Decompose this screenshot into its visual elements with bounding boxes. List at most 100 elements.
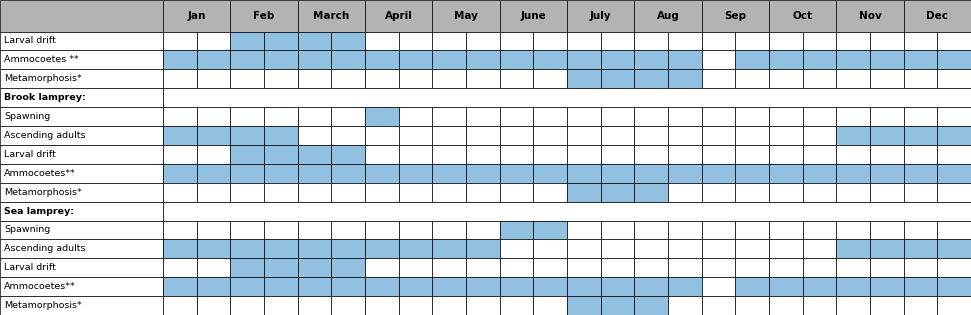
Bar: [735, 32, 769, 50]
Bar: [702, 50, 735, 69]
Bar: [870, 296, 904, 315]
Bar: [803, 258, 836, 277]
Bar: [331, 32, 365, 50]
Bar: [365, 107, 399, 126]
Text: Ammocoetes**: Ammocoetes**: [4, 282, 76, 291]
Bar: [533, 107, 567, 126]
Bar: [870, 220, 904, 239]
Bar: [567, 239, 601, 258]
Text: Larval drift: Larval drift: [4, 150, 55, 159]
Bar: [735, 239, 769, 258]
Bar: [365, 296, 399, 315]
Bar: [937, 164, 971, 183]
Bar: [298, 145, 331, 164]
Bar: [197, 258, 230, 277]
Bar: [634, 277, 668, 296]
Bar: [432, 126, 466, 145]
Bar: [331, 183, 365, 202]
Bar: [432, 183, 466, 202]
Bar: [163, 239, 197, 258]
Bar: [365, 183, 399, 202]
Bar: [432, 145, 466, 164]
Bar: [0, 164, 163, 183]
Bar: [0, 277, 163, 296]
Bar: [735, 296, 769, 315]
Bar: [668, 258, 702, 277]
Bar: [803, 164, 836, 183]
Bar: [264, 107, 298, 126]
Bar: [365, 126, 399, 145]
Bar: [264, 69, 298, 88]
Bar: [904, 277, 937, 296]
Bar: [298, 126, 331, 145]
Bar: [399, 32, 432, 50]
Bar: [399, 220, 432, 239]
Bar: [668, 239, 702, 258]
Text: Sea lamprey:: Sea lamprey:: [4, 207, 74, 215]
Bar: [836, 164, 870, 183]
Text: April: April: [385, 11, 413, 21]
Bar: [769, 258, 803, 277]
Text: Ascending adults: Ascending adults: [4, 244, 85, 253]
Bar: [937, 145, 971, 164]
Bar: [230, 126, 264, 145]
Bar: [399, 69, 432, 88]
Bar: [163, 296, 197, 315]
Bar: [702, 183, 735, 202]
Bar: [668, 69, 702, 88]
Bar: [904, 145, 937, 164]
Text: Nov: Nov: [858, 11, 882, 21]
Bar: [533, 296, 567, 315]
Bar: [769, 145, 803, 164]
Bar: [298, 296, 331, 315]
Bar: [230, 277, 264, 296]
Bar: [533, 164, 567, 183]
Bar: [264, 183, 298, 202]
Bar: [836, 145, 870, 164]
Bar: [702, 296, 735, 315]
Bar: [567, 145, 601, 164]
Bar: [0, 220, 163, 239]
Bar: [298, 258, 331, 277]
Bar: [0, 107, 163, 126]
Bar: [836, 239, 870, 258]
Bar: [533, 258, 567, 277]
Bar: [230, 145, 264, 164]
Bar: [870, 277, 904, 296]
Bar: [163, 107, 197, 126]
Bar: [836, 258, 870, 277]
Bar: [668, 32, 702, 50]
Bar: [298, 183, 331, 202]
Bar: [197, 50, 230, 69]
Bar: [702, 145, 735, 164]
Bar: [937, 220, 971, 239]
Bar: [904, 126, 937, 145]
Bar: [466, 164, 500, 183]
Bar: [601, 296, 634, 315]
Bar: [836, 277, 870, 296]
Bar: [668, 107, 702, 126]
Bar: [803, 183, 836, 202]
Bar: [264, 258, 298, 277]
Bar: [769, 239, 803, 258]
Bar: [567, 0, 634, 32]
Bar: [735, 145, 769, 164]
Text: Spawning: Spawning: [4, 112, 50, 121]
Bar: [331, 296, 365, 315]
Bar: [163, 88, 971, 107]
Bar: [0, 145, 163, 164]
Bar: [331, 50, 365, 69]
Text: Larval drift: Larval drift: [4, 37, 55, 45]
Bar: [567, 32, 601, 50]
Bar: [769, 50, 803, 69]
Bar: [601, 126, 634, 145]
Bar: [500, 239, 533, 258]
Bar: [500, 277, 533, 296]
Bar: [870, 239, 904, 258]
Bar: [466, 296, 500, 315]
Bar: [0, 258, 163, 277]
Bar: [197, 69, 230, 88]
Bar: [567, 107, 601, 126]
Bar: [735, 258, 769, 277]
Bar: [432, 239, 466, 258]
